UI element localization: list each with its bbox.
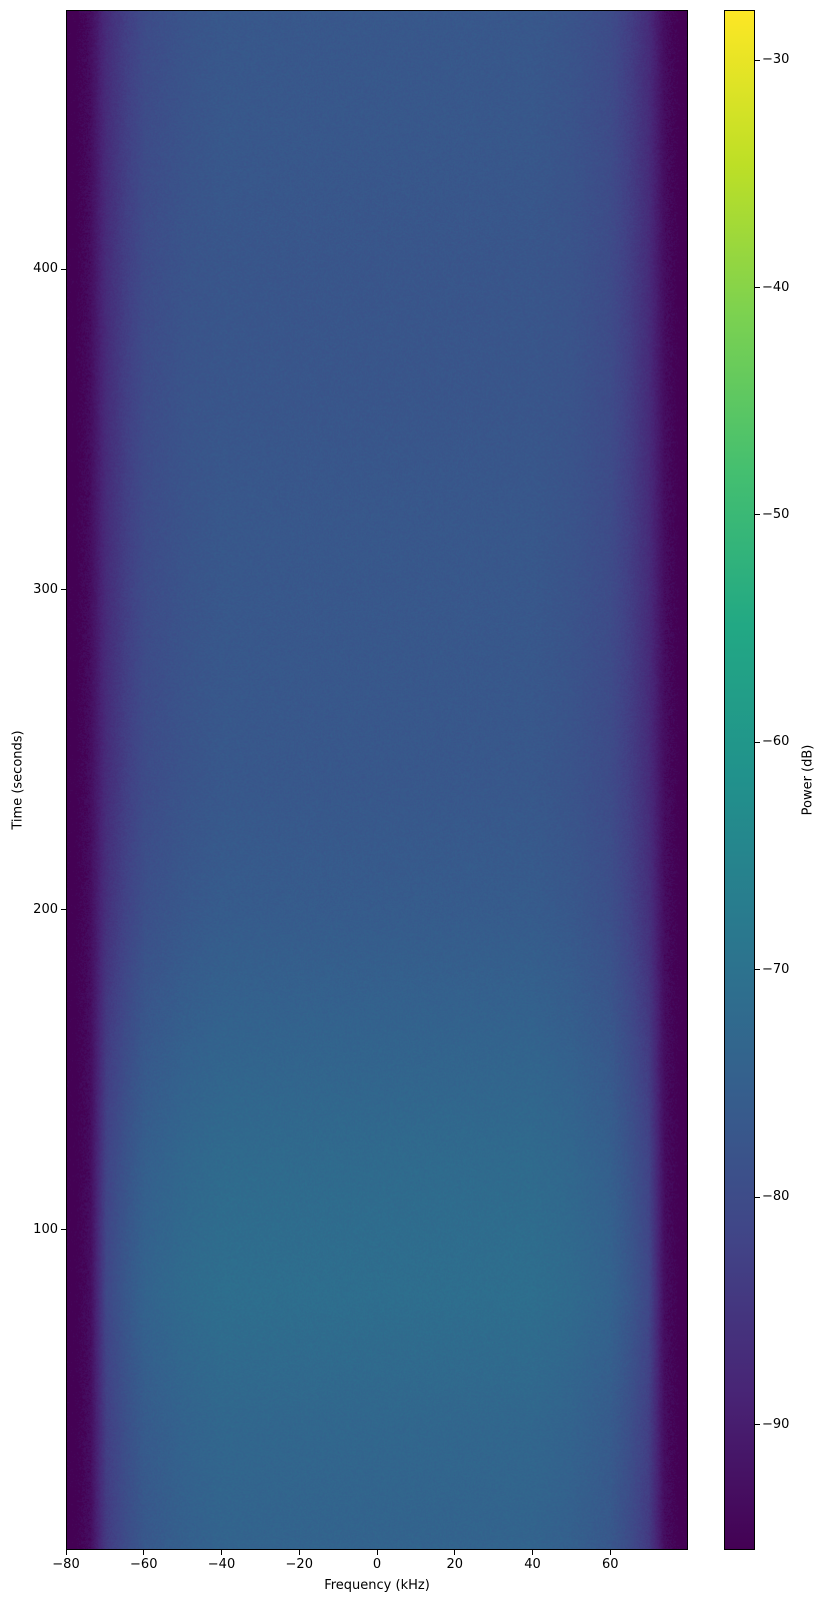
x-tick-mark (532, 1550, 533, 1555)
y-tick-label: 400 (33, 261, 58, 276)
x-tick-mark (454, 1550, 455, 1555)
colorbar-tick-mark (755, 514, 760, 515)
x-tick-label: −60 (130, 1557, 157, 1572)
colorbar-tick-mark (755, 1424, 760, 1425)
x-tick-label: −20 (286, 1557, 313, 1572)
y-tick-mark (61, 909, 66, 910)
x-tick-label: −80 (52, 1557, 79, 1572)
colorbar-tick-label: −70 (762, 962, 789, 977)
x-tick-mark (610, 1550, 611, 1555)
y-axis-label: Time (seconds) (11, 730, 26, 829)
colorbar-tick-mark (755, 287, 760, 288)
colorbar (724, 10, 755, 1550)
x-tick-label: 0 (373, 1557, 381, 1572)
y-tick-mark (61, 269, 66, 270)
x-tick-mark (299, 1550, 300, 1555)
colorbar-tick-label: −80 (762, 1189, 789, 1204)
y-tick-label: 100 (33, 1222, 58, 1237)
y-tick-label: 200 (33, 902, 58, 917)
x-tick-label: 40 (524, 1557, 541, 1572)
y-tick-label: 300 (33, 582, 58, 597)
colorbar-tick-label: −60 (762, 734, 789, 749)
colorbar-tick-mark (755, 1197, 760, 1198)
colorbar-tick-label: −30 (762, 52, 789, 67)
colorbar-label: Power (dB) (801, 745, 816, 816)
spectrogram-plot-area (66, 10, 688, 1550)
colorbar-tick-mark (755, 969, 760, 970)
spectrogram-heatmap (67, 11, 687, 1549)
x-tick-mark (377, 1550, 378, 1555)
colorbar-tick-label: −90 (762, 1417, 789, 1432)
colorbar-tick-label: −50 (762, 507, 789, 522)
colorbar-tick-mark (755, 742, 760, 743)
x-tick-mark (221, 1550, 222, 1555)
colorbar-tick-mark (755, 60, 760, 61)
x-tick-label: 20 (446, 1557, 463, 1572)
x-tick-label: 60 (602, 1557, 619, 1572)
y-tick-mark (61, 1229, 66, 1230)
x-tick-label: −40 (208, 1557, 235, 1572)
y-tick-mark (61, 589, 66, 590)
colorbar-tick-label: −40 (762, 280, 789, 295)
x-tick-mark (66, 1550, 67, 1555)
x-axis-label: Frequency (kHz) (324, 1578, 430, 1593)
x-tick-mark (143, 1550, 144, 1555)
